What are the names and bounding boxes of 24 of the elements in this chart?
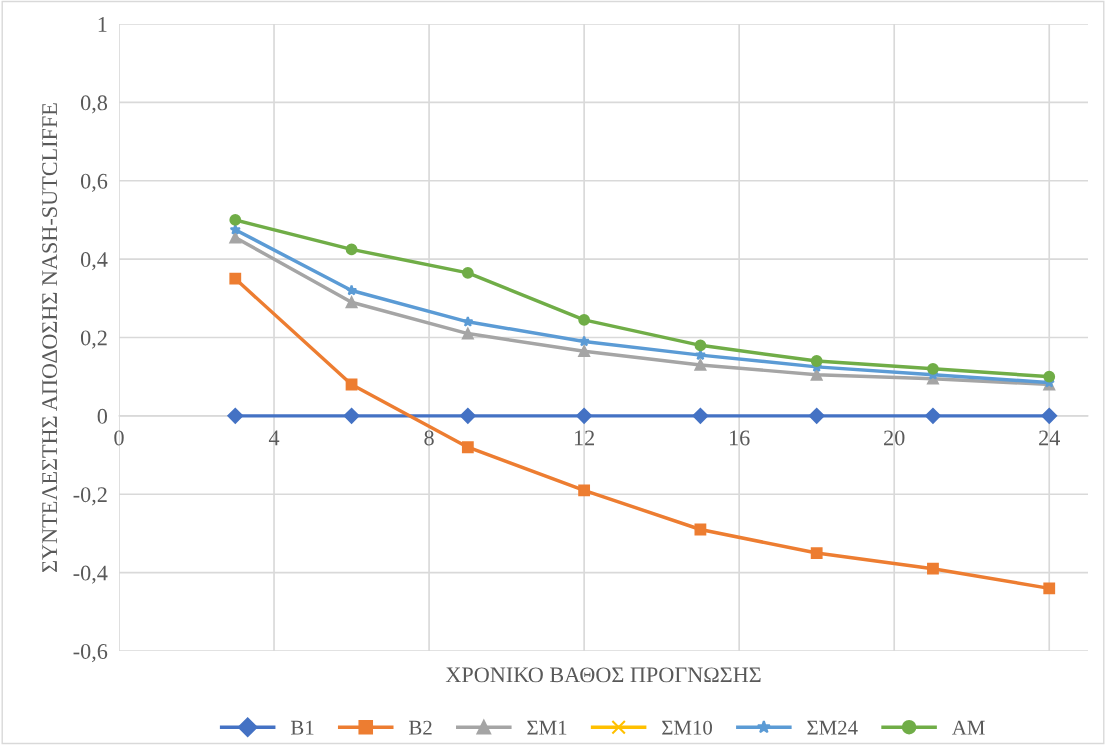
legend-label: ΣΜ24 xyxy=(807,720,858,735)
y-tick-label: 0,8 xyxy=(80,95,108,114)
y-tick-label: 0,2 xyxy=(80,330,107,349)
legend-label: ΑΜ xyxy=(952,720,985,735)
x-tick-label: 24 xyxy=(1039,430,1060,446)
x-tick-label: 0 xyxy=(114,430,124,446)
x-tick-label: 4 xyxy=(268,430,280,446)
x-tick-label: 8 xyxy=(424,430,434,446)
y-tick-label: 1 xyxy=(98,17,107,32)
y-tick-label: 0,4 xyxy=(80,252,108,271)
legend-label: ΣΜ10 xyxy=(662,720,713,735)
y-tick-label: 0,6 xyxy=(80,173,108,192)
x-tick-label: 16 xyxy=(730,430,750,446)
legend-label: Β1 xyxy=(290,720,314,735)
x-axis-title: ΧΡΟΝΙΚΟ ΒΑΘΟΣ ΠΡΟΓΝΩΣΗΣ xyxy=(445,667,761,683)
legend-label: Β2 xyxy=(409,720,432,735)
y-tick-label: -0,6 xyxy=(73,643,108,663)
x-tick-label: 20 xyxy=(884,430,905,446)
y-tick-label: -0,2 xyxy=(73,487,107,506)
y-tick-label: 0 xyxy=(97,408,108,424)
y-tick-label: -0,4 xyxy=(73,565,108,584)
x-tick-label: 12 xyxy=(574,430,595,446)
legend-label: ΣΜ1 xyxy=(527,720,567,735)
y-axis-title: ΣΥΝΤΕΛΕΣΤΗΣ ΑΠΟΔΟΣΗΣ NASH-SUTCLIFFE xyxy=(42,103,58,572)
